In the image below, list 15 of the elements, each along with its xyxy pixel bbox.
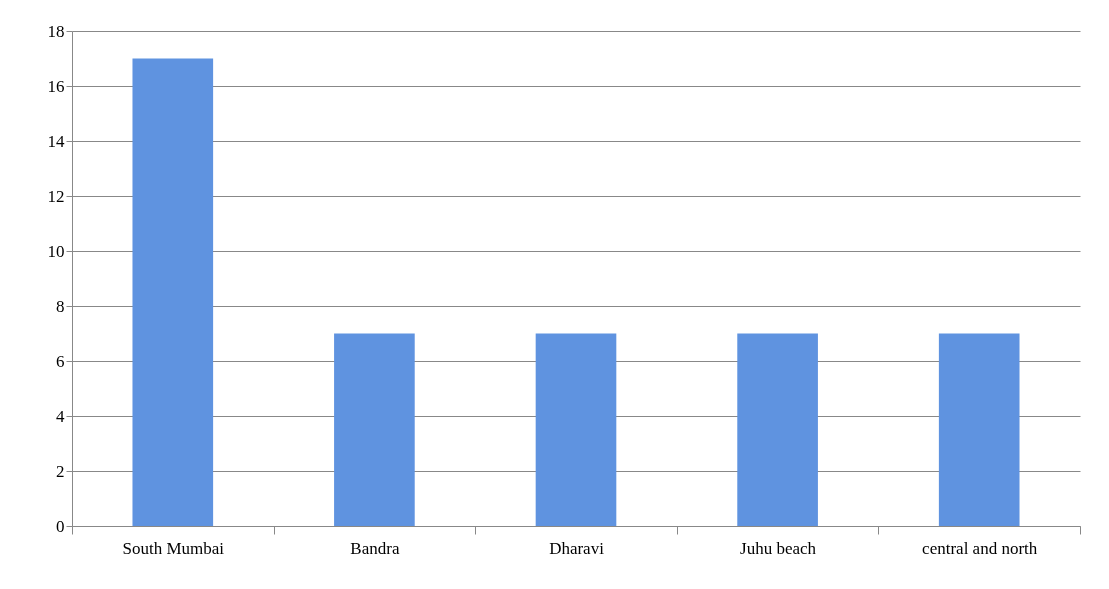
x-tick-label: Bandra [350,538,400,558]
y-tick-label: 14 [47,131,65,151]
x-tick-label: South Mumbai [122,538,225,558]
y-tick-label: 2 [56,461,65,481]
x-tick-label: central and north [922,538,1038,558]
y-tick-label: 8 [56,296,65,316]
x-tick-label: Dharavi [549,538,605,558]
y-tick-label: 10 [47,241,65,261]
y-tick-label: 4 [56,406,65,426]
x-tick-label: Juhu beach [740,538,817,558]
y-tick-label: 18 [47,21,65,41]
y-tick-label: 16 [47,76,65,96]
y-tick-label: 6 [56,351,65,371]
y-tick-label: 0 [56,516,65,536]
y-tick-label: 12 [47,186,65,206]
